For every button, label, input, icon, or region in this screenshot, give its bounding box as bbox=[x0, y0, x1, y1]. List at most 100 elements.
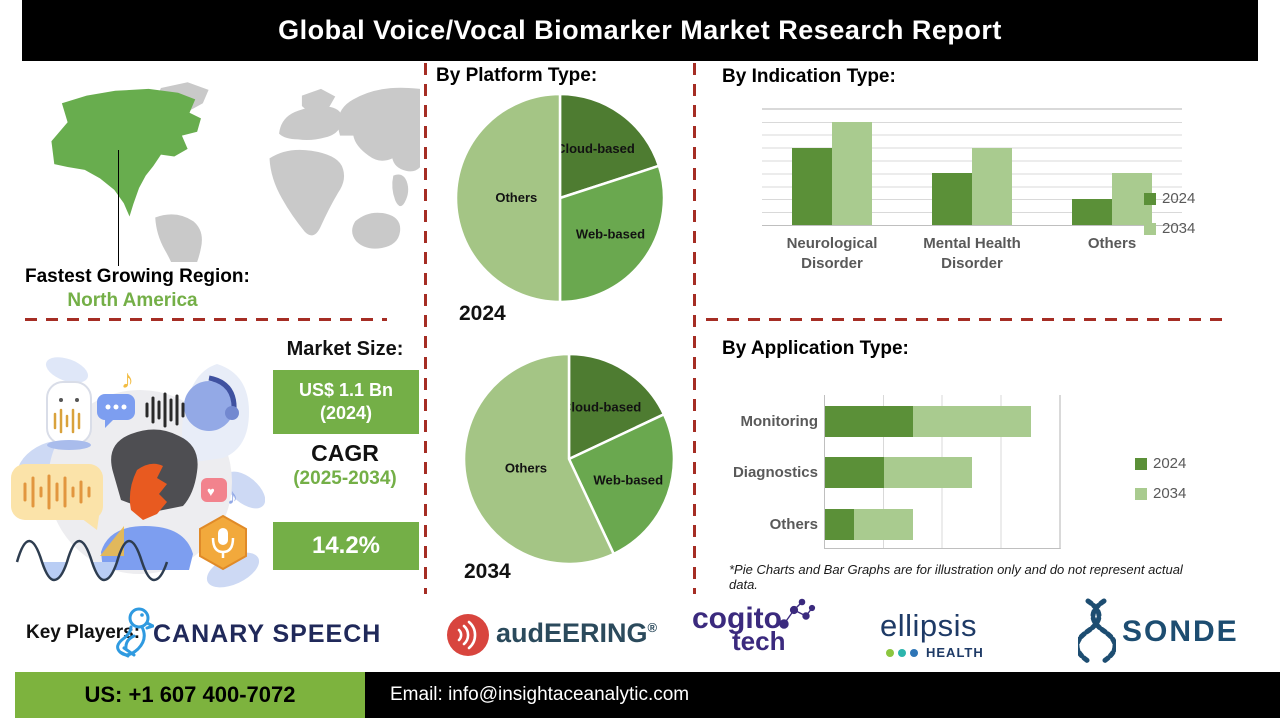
divider-left-horizontal bbox=[25, 318, 387, 321]
region-label: Fastest Growing Region: bbox=[25, 266, 250, 287]
map-asia bbox=[337, 87, 420, 172]
application-row-label-1: Monitoring bbox=[740, 413, 818, 430]
map-australia bbox=[352, 212, 401, 249]
audeering-icon bbox=[447, 614, 489, 656]
pie-slice-Web-based bbox=[558, 164, 666, 304]
footer-phone-box: US: +1 607 400-7072 bbox=[15, 672, 365, 718]
legend-item-2024: 2024 bbox=[1135, 455, 1186, 472]
voice-bubble-icon bbox=[11, 464, 103, 530]
footer-phone: US: +1 607 400-7072 bbox=[84, 682, 296, 707]
cogito-network-icon bbox=[779, 598, 816, 629]
segment-2034-Diagnostics bbox=[883, 457, 972, 488]
stacked-row-Diagnostics bbox=[825, 457, 972, 488]
blue-dot-icon bbox=[910, 648, 918, 657]
map-africa bbox=[269, 149, 345, 236]
legend-swatch-2034 bbox=[1144, 222, 1156, 235]
region-pointer-line bbox=[118, 150, 119, 266]
cagr-period: (2025-2034) bbox=[293, 468, 397, 489]
key-players-label: Key Players: bbox=[26, 622, 141, 643]
music-note-icon: ♪ bbox=[227, 484, 238, 509]
ellipsis-dots-row: HEALTH bbox=[886, 645, 984, 660]
stacked-row-Monitoring bbox=[825, 406, 1031, 437]
indication-legend: 2024 2034 bbox=[1144, 190, 1195, 237]
world-map bbox=[51, 82, 420, 262]
pie-chart-2024: Cloud-based Web-based Others bbox=[454, 92, 666, 304]
svg-text:♥: ♥ bbox=[207, 484, 215, 499]
ellipsis-line2: HEALTH bbox=[926, 645, 984, 660]
voice-illustration: ♪ ♪ ♥ bbox=[11, 357, 265, 588]
green-dot-icon bbox=[886, 648, 894, 657]
legend-swatch-2024 bbox=[1144, 192, 1156, 205]
market-size-year: (2024) bbox=[319, 403, 373, 423]
legend-label-2034: 2034 bbox=[1162, 220, 1196, 237]
stacked-row-Others bbox=[825, 509, 914, 540]
chat-bubble-icon bbox=[97, 394, 135, 428]
segment-2034-Others bbox=[854, 509, 914, 540]
map-india bbox=[392, 174, 409, 207]
music-note-icon: ♪ bbox=[121, 364, 134, 394]
bar-2034-Mental Health Disorder bbox=[972, 147, 1012, 225]
ellipsis-line1: ellipsis bbox=[880, 608, 978, 643]
market-size-value-box: US$ 1.1 Bn (2024) bbox=[273, 370, 419, 434]
pie-year-label-2034: 2034 bbox=[464, 560, 511, 583]
pie-year-label-2024: 2024 bbox=[459, 302, 506, 325]
cogito-line1: cogito bbox=[692, 602, 782, 635]
legend-item-2034: 2034 bbox=[1135, 485, 1186, 502]
region-value: North America bbox=[67, 290, 198, 311]
indication-category-1: Neurological Disorder bbox=[786, 235, 878, 272]
legend-label-2024: 2024 bbox=[1162, 190, 1196, 207]
legend-swatch-2034 bbox=[1135, 487, 1147, 500]
bar-group-Mental Health Disorder bbox=[902, 109, 1042, 225]
header-banner: Global Voice/Vocal Biomarker Market Rese… bbox=[22, 0, 1258, 61]
cogito-tech-wordmark: cogito tech bbox=[692, 602, 786, 656]
legend-item-2034: 2034 bbox=[1144, 220, 1195, 237]
sine-wave-icon bbox=[15, 526, 169, 582]
sonde-wordmark: SONDE bbox=[1122, 615, 1239, 648]
map-north-america bbox=[51, 88, 201, 217]
microphone-hexagon-icon bbox=[199, 514, 247, 571]
legend-item-2024: 2024 bbox=[1144, 190, 1195, 207]
pie-slice-label: Cloud-based bbox=[556, 141, 635, 156]
pie-slice-label: Cloud-based bbox=[562, 400, 641, 415]
indication-category-3: Others bbox=[1087, 235, 1137, 252]
audeering-name: audEERING bbox=[496, 618, 648, 648]
sonde-helix-icon bbox=[1078, 598, 1116, 664]
map-continents bbox=[155, 82, 420, 262]
pie-slice-Others bbox=[462, 352, 615, 566]
platform-section-title: By Platform Type: bbox=[436, 65, 598, 86]
segment-2024-Monitoring bbox=[825, 406, 914, 437]
pie-slice-Others bbox=[454, 92, 562, 304]
pie-slice-label: Others bbox=[495, 190, 537, 205]
divider-vertical-left bbox=[424, 63, 427, 594]
heart-badge-icon: ♥ bbox=[201, 478, 227, 502]
application-bar-chart bbox=[824, 395, 1061, 549]
audeering-wordmark: audEERING® bbox=[496, 618, 657, 649]
pie-slice-label: Web-based bbox=[576, 227, 645, 242]
divider-right-horizontal bbox=[706, 318, 1230, 321]
footer-bar: Email: info@insightaceanalytic.com A INS… bbox=[365, 672, 1280, 718]
map-scandinavia bbox=[301, 88, 336, 116]
pie-slice-Web-based bbox=[567, 413, 676, 556]
indication-section-title: By Indication Type: bbox=[722, 66, 896, 87]
registered-mark: ® bbox=[647, 620, 658, 635]
application-section-title: By Application Type: bbox=[722, 338, 909, 359]
segment-2024-Diagnostics bbox=[825, 457, 884, 488]
cagr-value-box: 14.2% bbox=[273, 522, 419, 570]
segment-2024-Others bbox=[825, 509, 855, 540]
cogito-line2: tech bbox=[732, 626, 786, 656]
legend-label-2024: 2024 bbox=[1153, 455, 1187, 472]
bar-group-Neurological Disorder bbox=[762, 109, 902, 225]
market-size-value: US$ 1.1 Bn bbox=[298, 380, 394, 400]
footer-email: Email: info@insightaceanalytic.com bbox=[390, 684, 690, 705]
bar-2034-Neurological Disorder bbox=[832, 121, 872, 225]
map-europe bbox=[279, 106, 343, 141]
canary-speech-wordmark: CANARY SPEECH bbox=[153, 620, 382, 648]
pie-chart-2034: Cloud-based Web-based Others bbox=[462, 352, 676, 566]
ellipsis-health-wordmark: ellipsis HEALTH bbox=[880, 608, 984, 660]
market-size-label: Market Size: bbox=[286, 338, 404, 360]
pie-slice-Cloud-based bbox=[567, 352, 666, 461]
teal-dot-icon bbox=[898, 648, 906, 657]
bar-2024-Mental Health Disorder bbox=[932, 173, 972, 225]
application-legend: 2024 2034 bbox=[1135, 455, 1186, 502]
